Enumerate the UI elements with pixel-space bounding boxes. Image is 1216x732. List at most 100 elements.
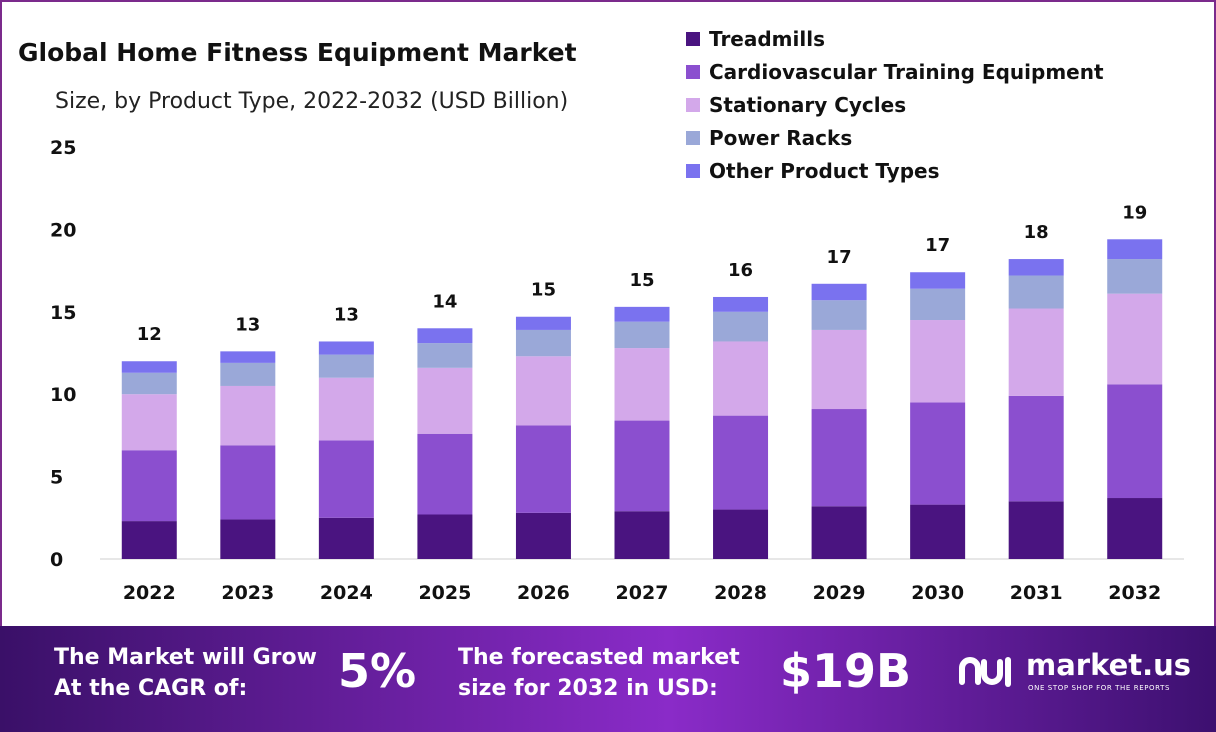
bar-segment [121,394,177,451]
bar-segment [1008,259,1064,276]
bar-segment [417,328,473,344]
bar-segment [318,517,374,559]
x-tick-label: 2026 [517,582,570,604]
x-tick-label: 2024 [320,582,373,604]
bar-segment [713,296,769,312]
bar-segment [1107,498,1163,559]
bar-segment [417,433,473,515]
legend-label: Stationary Cycles [709,92,907,117]
bar-segment [1107,239,1163,260]
bar-segment [1107,293,1163,385]
brand-logo-icon [959,657,1011,687]
brand-name: market.us [1026,648,1192,682]
x-tick-label: 2022 [123,582,176,604]
bar-segment [515,512,571,559]
bar-segment [614,511,670,559]
bar-segment [614,321,670,349]
bar-total-label: 13 [235,314,260,335]
bar-segment [515,329,571,357]
x-tick-label: 2027 [616,582,669,604]
bar-total-label: 16 [728,260,753,281]
legend-item-treadmills: Treadmills [686,22,1104,55]
bar-segment [417,514,473,559]
bar-segment [121,450,177,522]
bar-segment [515,356,571,426]
bar-segment [811,329,867,410]
bar-segment [220,362,276,386]
bar-segment [910,402,966,505]
bar-total-label: 17 [827,247,852,268]
legend-label: Cardiovascular Training Equipment [709,59,1104,84]
bar-total-label: 15 [629,270,654,291]
x-tick-label: 2031 [1010,582,1063,604]
legend-swatch [686,64,700,79]
x-tick-label: 2028 [714,582,767,604]
bar-segment [318,440,374,518]
legend-item-stationary-cycles: Stationary Cycles [686,88,1104,121]
bar-segment [1107,384,1163,499]
cagr-value: 5% [338,644,417,698]
legend-swatch [686,130,700,145]
bar-segment [1008,308,1064,396]
chart-subtitle: Size, by Product Type, 2022-2032 (USD Bi… [55,89,569,114]
bar-segment [811,506,867,559]
legend-item-power-racks: Power Racks [686,121,1104,154]
bar-segment [614,306,670,322]
bar-chart: 0510152025122022132023132024142025152026… [50,137,1184,604]
bar-segment [713,341,769,416]
bar-segment [1107,259,1163,294]
bar-segment [910,504,966,559]
legend-item-cardiovascular: Cardiovascular Training Equipment [686,55,1104,88]
forecast-value: $19B [780,644,912,698]
bar-segment [910,272,966,289]
bar-segment [713,415,769,510]
bar-segment [220,445,276,520]
chart-legend: Treadmills Cardiovascular Training Equip… [686,22,1104,187]
bar-segment [713,311,769,342]
bar-total-label: 18 [1024,222,1049,243]
bar-segment [318,354,374,378]
bar-segment [220,385,276,446]
bar-segment [811,283,867,301]
bar-total-label: 17 [925,235,950,256]
bar-segment [121,521,177,559]
legend-label: Treadmills [709,26,825,51]
y-tick-label: 10 [50,384,76,406]
bar-total-label: 14 [432,291,457,312]
legend-label: Other Product Types [709,158,940,183]
x-tick-label: 2032 [1108,582,1161,604]
bar-segment [614,420,670,512]
bar-segment [713,509,769,559]
bar-segment [1008,395,1064,502]
legend-swatch [686,31,700,46]
cagr-text: The Market will Grow At the CAGR of: [54,645,317,701]
bar-segment [515,316,571,330]
y-tick-label: 15 [50,302,76,324]
bar-segment [515,425,571,513]
bar-segment [220,351,276,363]
y-tick-label: 5 [50,467,63,489]
y-tick-label: 25 [50,137,76,159]
bar-segment [1008,501,1064,559]
bar-segment [417,367,473,434]
bar-segment [220,519,276,559]
bar-segment [811,409,867,507]
brand-logo[interactable]: market.us ONE STOP SHOP FOR THE REPORTS [958,648,1198,708]
bar-total-label: 12 [137,324,162,345]
y-tick-label: 20 [50,219,76,241]
bar-segment [318,341,374,355]
legend-label: Power Racks [709,125,853,150]
x-tick-label: 2029 [813,582,866,604]
x-tick-label: 2025 [418,582,471,604]
bar-segment [910,320,966,403]
legend-item-other: Other Product Types [686,154,1104,187]
forecast-text: The forecasted market size for 2032 in U… [458,645,740,701]
bar-segment [121,372,177,395]
x-tick-label: 2023 [221,582,274,604]
x-tick-label: 2030 [911,582,964,604]
brand-tagline: ONE STOP SHOP FOR THE REPORTS [1028,684,1171,692]
bar-segment [811,300,867,330]
bar-segment [614,348,670,421]
chart-title: Global Home Fitness Equipment Market [18,38,577,67]
bar-segment [318,377,374,441]
